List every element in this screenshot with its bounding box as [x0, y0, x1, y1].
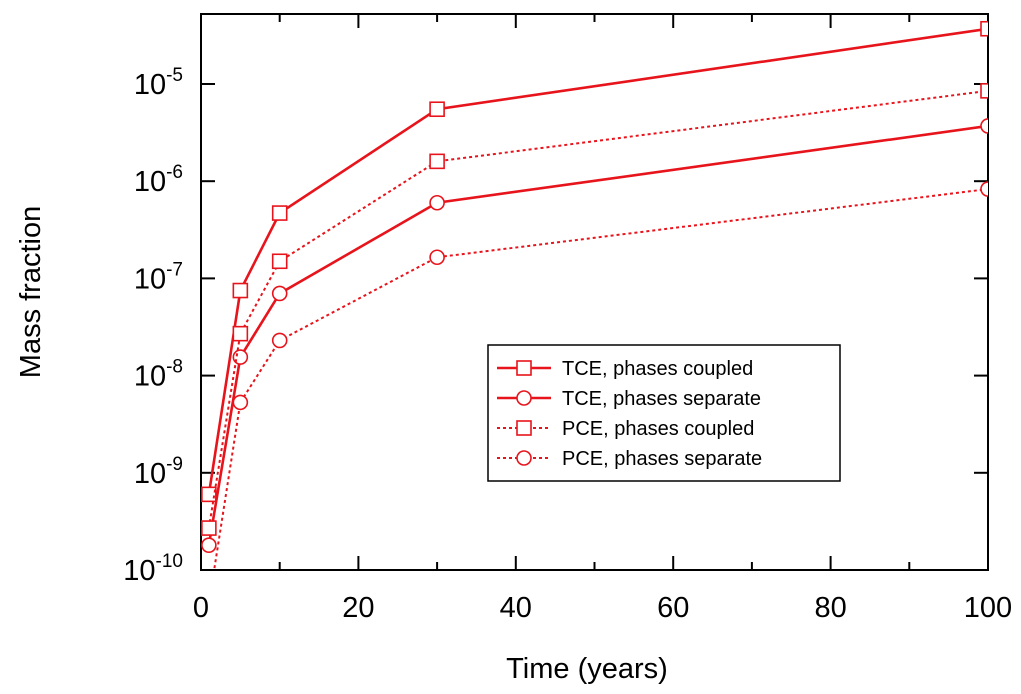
y-tick-label: 10-5	[134, 65, 183, 101]
x-tick-label: 100	[964, 592, 1012, 624]
series-4	[213, 181, 988, 570]
series-3	[201, 83, 988, 536]
y-tick-exponent: -8	[166, 357, 183, 378]
legend-marker	[516, 390, 532, 406]
legend-label: TCE, phases coupled	[562, 358, 753, 380]
y-tick-base: 10	[134, 263, 166, 295]
data-point	[232, 282, 249, 299]
y-tick-label: 10-6	[134, 162, 183, 198]
y-axis-title: Mass fraction	[15, 206, 47, 378]
series-line	[207, 124, 988, 546]
legend-marker	[516, 450, 532, 466]
legend: TCE, phases coupled TCE, phases separate P…	[487, 344, 841, 482]
x-axis-title: Time (years)	[506, 653, 668, 685]
data-point	[232, 325, 249, 342]
axis-ticks	[200, 14, 989, 571]
data-point	[429, 101, 445, 118]
data-point	[980, 83, 988, 99]
y-tick-base: 10	[134, 166, 166, 198]
legend-marker	[516, 420, 532, 436]
y-tick-label: 10-9	[134, 454, 183, 490]
data-point	[271, 205, 288, 221]
legend-label: TCE, phases separate	[562, 388, 761, 410]
y-tick-label: 10-8	[134, 357, 183, 393]
y-tick-exponent: -5	[166, 65, 183, 86]
y-tick-exponent: -7	[166, 259, 183, 280]
data-point	[232, 394, 249, 411]
y-tick-exponent: -10	[156, 551, 183, 572]
data-point	[201, 537, 217, 553]
x-tick-label: 60	[657, 592, 689, 624]
series-1	[201, 20, 988, 503]
y-tick-base: 10	[123, 555, 155, 587]
legend-label: PCE, phases separate	[562, 448, 762, 470]
x-tick-label: 80	[814, 592, 846, 624]
legend-label: PCE, phases coupled	[562, 418, 754, 440]
data-point	[980, 20, 988, 37]
data-point	[980, 181, 988, 197]
x-tick-label: 20	[342, 592, 374, 624]
data-point	[980, 118, 988, 134]
y-tick-exponent: -9	[166, 454, 183, 475]
y-tick-label: 10-10	[123, 551, 183, 587]
data-point	[201, 486, 217, 503]
y-tick-base: 10	[134, 361, 166, 393]
x-tick-label: 40	[500, 592, 532, 624]
data-point	[271, 253, 288, 270]
y-tick-base: 10	[134, 69, 166, 101]
x-tick-label: 0	[193, 592, 209, 624]
legend-marker	[516, 360, 532, 376]
series-2	[201, 118, 988, 553]
data-point	[429, 153, 445, 170]
data-point	[271, 285, 288, 302]
data-point	[429, 194, 445, 211]
data-point	[271, 332, 288, 349]
y-tick-exponent: -6	[166, 162, 183, 183]
y-tick-label: 10-7	[134, 259, 183, 295]
series-line	[207, 89, 988, 529]
data-point	[201, 520, 217, 536]
data-point	[429, 249, 445, 266]
y-tick-base: 10	[134, 458, 166, 490]
series-layer	[201, 20, 988, 570]
plot-frame	[200, 13, 989, 571]
